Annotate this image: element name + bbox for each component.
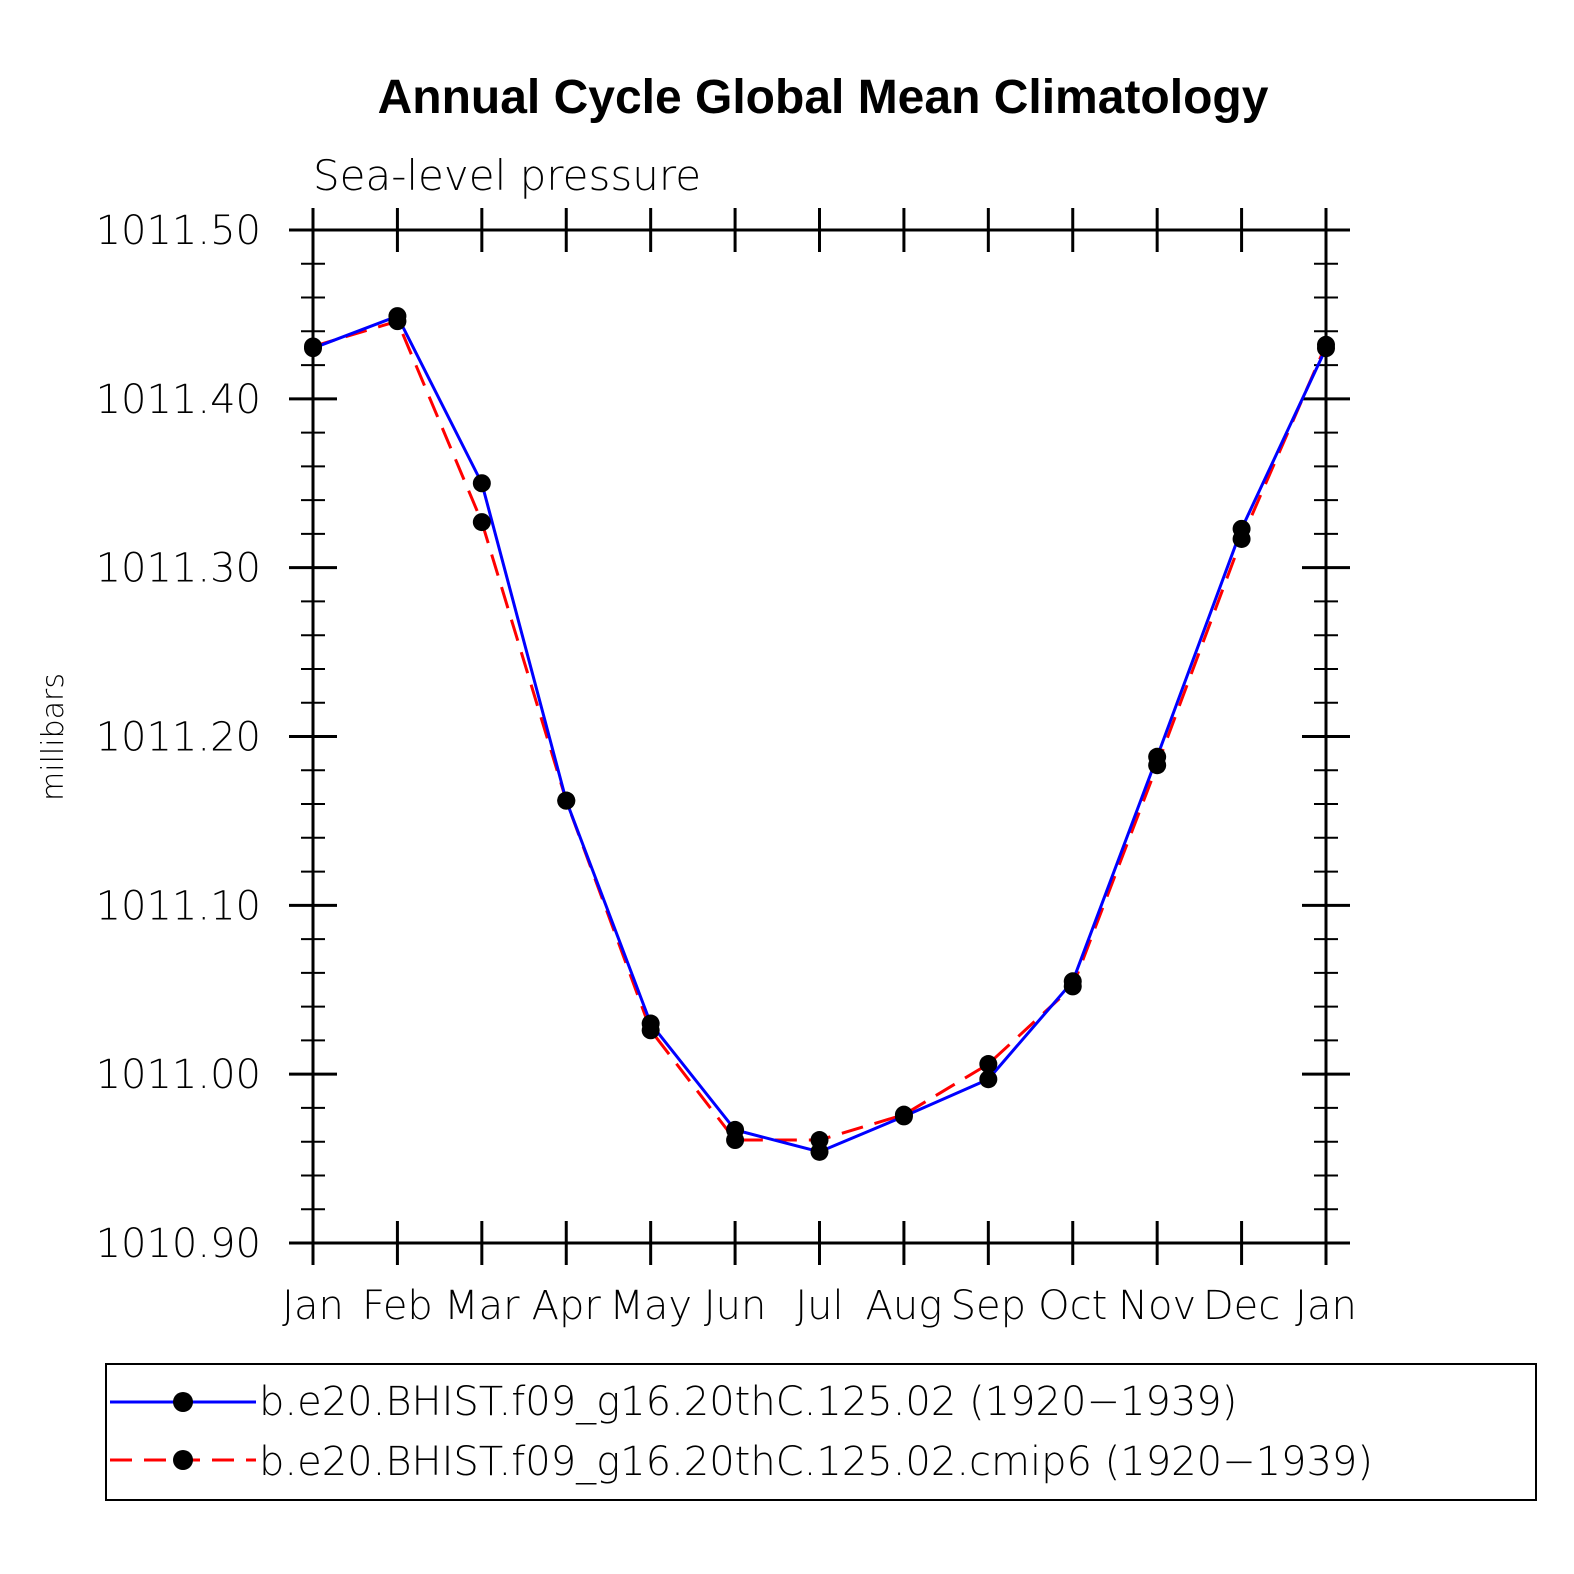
x-tick-label: Nov bbox=[1118, 1283, 1196, 1329]
x-tick-label: Jun bbox=[704, 1283, 767, 1329]
y-tick-label: 1011.10 bbox=[96, 883, 261, 929]
x-tick-label: Jan bbox=[282, 1283, 344, 1329]
series-2-point bbox=[641, 1021, 660, 1040]
y-tick-label: 1011.50 bbox=[96, 208, 261, 254]
legend-frame bbox=[105, 1363, 1537, 1501]
series-1-point bbox=[979, 1070, 998, 1089]
plot-frame bbox=[311, 228, 1328, 1245]
y-tick-label: 1011.30 bbox=[96, 546, 261, 592]
x-tick-label: Feb bbox=[362, 1283, 433, 1329]
legend-marker-series-1 bbox=[173, 1392, 193, 1412]
series-2-point bbox=[557, 791, 576, 810]
axes: Jan Feb Mar Apr May Jun Jul Aug Sep Oct Nov Dec Jan 1… bbox=[96, 208, 1357, 1329]
series-line-2 bbox=[312, 319, 1328, 1142]
series-2-point bbox=[1063, 977, 1082, 996]
x-tick-label: Sep bbox=[951, 1283, 1026, 1329]
y-tick-label: 1011.00 bbox=[96, 1052, 261, 1098]
y-tick-label: 1011.40 bbox=[96, 377, 261, 423]
series-2-point bbox=[472, 513, 491, 532]
series-2-point bbox=[388, 312, 407, 331]
series-2-point bbox=[1148, 756, 1167, 775]
x-tick-label: Aug bbox=[866, 1283, 943, 1329]
series-2-point bbox=[810, 1131, 829, 1150]
legend-label-series-1: b.e20.BHIST.f09_g16.20thC.125.02 (1920−1… bbox=[259, 1379, 1237, 1425]
x-tick-label: Mar bbox=[444, 1283, 520, 1329]
series-2-point bbox=[1317, 335, 1335, 354]
x-tick-label: Dec bbox=[1203, 1283, 1280, 1329]
legend: b.e20.BHIST.f09_g16.20thC.125.02 (1920−1… bbox=[105, 1363, 1537, 1501]
chart-title: Annual Cycle Global Mean Climatology bbox=[378, 71, 1269, 124]
x-tick-label: Jul bbox=[795, 1283, 843, 1329]
x-tick-label: May bbox=[609, 1283, 692, 1329]
legend-label-series-2: b.e20.BHIST.f09_g16.20thC.125.02.cmip6 (… bbox=[259, 1439, 1373, 1485]
y-axis-label: millibars bbox=[36, 673, 71, 801]
series-2-point bbox=[726, 1131, 745, 1150]
series-2-point bbox=[894, 1105, 913, 1124]
series-group bbox=[304, 307, 1335, 1161]
x-tick-label: Apr bbox=[532, 1283, 602, 1329]
chart-subtitle: Sea-level pressure bbox=[313, 151, 701, 200]
legend-marker-series-2 bbox=[173, 1450, 193, 1470]
series-2-point bbox=[304, 337, 322, 356]
y-tick-label: 1011.20 bbox=[96, 715, 261, 761]
y-tick-label: 1010.90 bbox=[96, 1221, 261, 1267]
series-1-point bbox=[472, 474, 491, 493]
series-line-1 bbox=[312, 314, 1328, 1154]
x-tick-label: Jan bbox=[1295, 1283, 1357, 1329]
series-2-point bbox=[979, 1055, 998, 1074]
x-tick-label: Oct bbox=[1038, 1283, 1107, 1329]
series-2-point bbox=[1232, 529, 1251, 548]
